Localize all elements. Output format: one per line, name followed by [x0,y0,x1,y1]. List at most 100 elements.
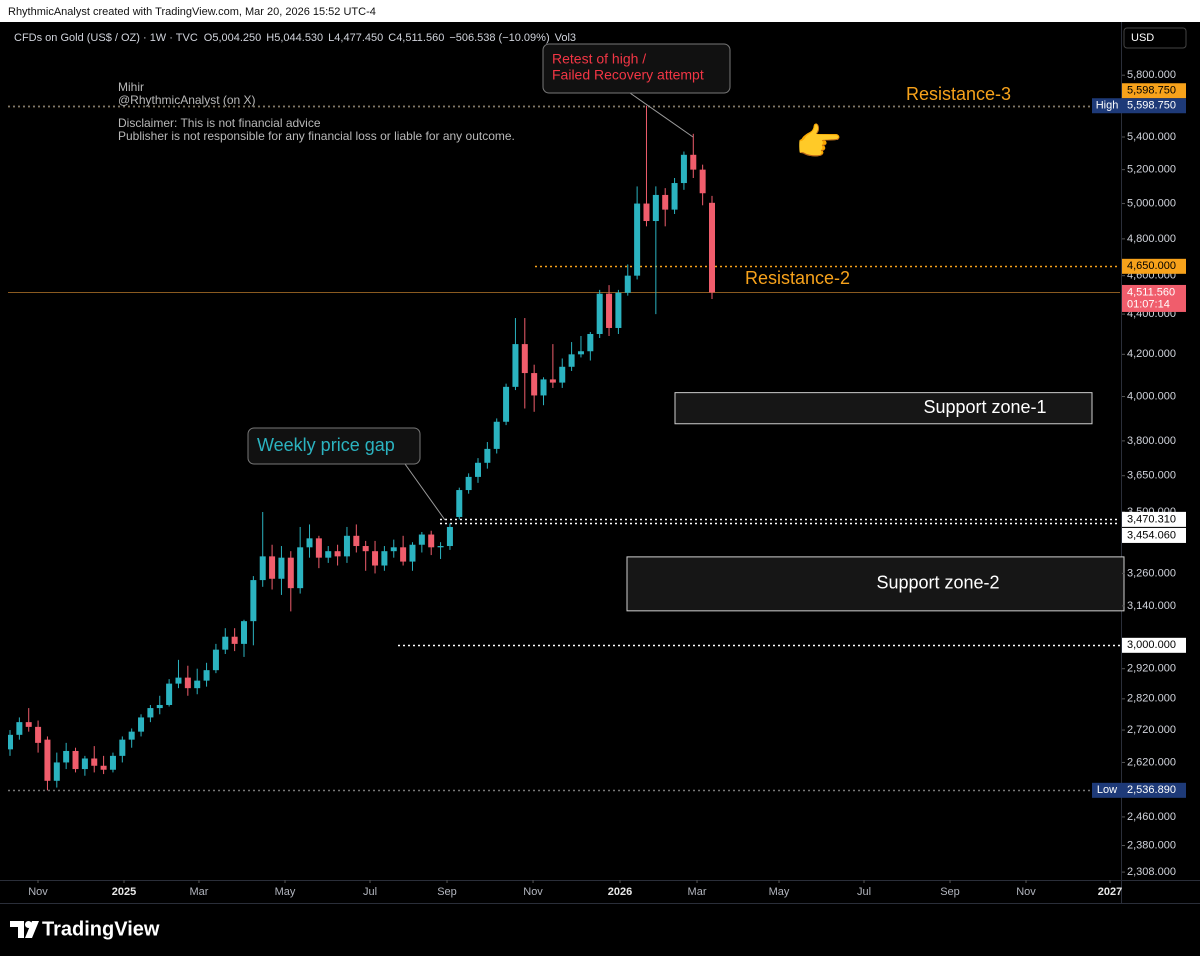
candle-body [465,476,472,491]
candle-body [446,526,453,547]
y-tick-label: 4,000.000 [1127,390,1176,402]
x-tick-label: 2026 [608,886,632,898]
currency-box [1123,27,1187,49]
y-tick-label: 2,308.000 [1127,866,1176,878]
logo-mark [10,921,24,938]
candle-body [8,734,14,750]
price-box [1122,511,1186,527]
x-tick-label: 2027 [1098,886,1122,898]
candle-body [91,758,98,766]
ohlc-value: 5,004.250 [212,32,261,44]
price-label: 4,511.560 [1127,286,1175,298]
candle-body [362,546,369,552]
candle-body [306,538,313,548]
price-box [1122,258,1186,274]
callout-box [542,43,731,94]
candle-body [44,739,51,781]
x-tick-label: 2025 [112,886,136,898]
candle-body [418,534,425,545]
candle-body [53,762,60,781]
candle-body [680,154,687,184]
y-tick-label: 2,620.000 [1127,756,1176,768]
symbol: CFDs on Gold (US$ / OZ) · 1W · TVC [14,32,198,44]
note-line: @RhythmicAnalyst (on X) [118,93,256,107]
candle-body [409,544,416,562]
candle-body [138,717,145,732]
x-tick-label: May [275,886,296,898]
volume: Vol3 [555,32,576,44]
candle-body [147,708,154,718]
candle-body [353,535,360,547]
candle-body [503,386,510,422]
note-line: Disclaimer: This is not financial advice [118,116,321,130]
candle-body [428,534,435,548]
resistance-label: Resistance-2 [745,268,850,288]
candle-body [521,344,528,374]
brand-logo [10,921,39,938]
candle-body [16,722,23,735]
candle-body [25,722,32,727]
candle-body [222,636,229,650]
candle-body [315,538,322,558]
candle-body [624,275,631,293]
price-label: 2,536.890 [1127,784,1176,796]
candle-body [568,354,575,367]
candle-body [690,154,697,170]
candle-body [596,293,603,334]
y-tick-label: 4,800.000 [1127,233,1176,245]
candle-body [297,547,304,589]
resistance-label: Resistance-3 [906,84,1011,104]
callout-text: Retest of high / [552,51,646,67]
y-tick-label: 2,820.000 [1127,693,1176,705]
overlay: Mihir@RhythmicAnalyst (on X) Disclaimer: … [28,43,1186,898]
candle-body [278,557,285,579]
y-tick-label: 2,380.000 [1127,839,1176,851]
price-box [1122,98,1186,114]
tag-label: Low [1097,784,1117,796]
candle-body [35,726,42,743]
y-tick-label: 5,000.000 [1127,197,1176,209]
candle-body [156,704,163,709]
symbol-header: CFDs on Gold (US$ / OZ) · 1W · TVC O5,004… [14,32,576,44]
x-tick-label: Mar [688,886,707,898]
y-tick-label: 2,720.000 [1127,724,1176,736]
candle-body [531,373,538,396]
candle-body [334,551,341,557]
candle-body [372,551,379,566]
note-line: Publisher is not responsible for any fin… [118,129,515,143]
tag-box [1092,98,1122,114]
candle-body [287,557,294,589]
zone-label: Support zone-1 [923,397,1046,417]
candle-body [184,677,191,689]
candle-body [559,366,566,383]
y-tick-label: 5,400.000 [1127,131,1176,143]
x-tick-label: Jul [857,886,871,898]
price-label: 5,598.750 [1127,85,1176,97]
candle-body [81,758,88,770]
price-label: 3,470.310 [1127,513,1176,525]
price-label: 4,650.000 [1127,260,1176,272]
candle-body [652,194,659,222]
y-tick-label: 3,800.000 [1127,435,1176,447]
x-tick-label: Jul [363,886,377,898]
plot-area [8,105,1120,792]
note-line: Mihir [118,80,144,94]
candle-body [250,580,257,622]
change: −506.538 (−10.09%) [449,32,549,44]
candle-body [587,333,594,352]
y-tick-label: 2,920.000 [1127,663,1176,675]
price-box [1122,83,1186,99]
candle-body [259,556,266,581]
candle-body [241,621,248,644]
ohlc-key: H [266,32,274,44]
price-label: 3,454.060 [1127,529,1176,541]
logo-mark [25,921,39,938]
y-tick-label: 3,260.000 [1127,567,1176,579]
candle-body [512,344,519,387]
price-box [1122,782,1186,798]
candle-body [493,421,500,449]
candle-body [381,551,388,566]
candle-body [615,292,622,328]
candle-body [212,649,219,671]
